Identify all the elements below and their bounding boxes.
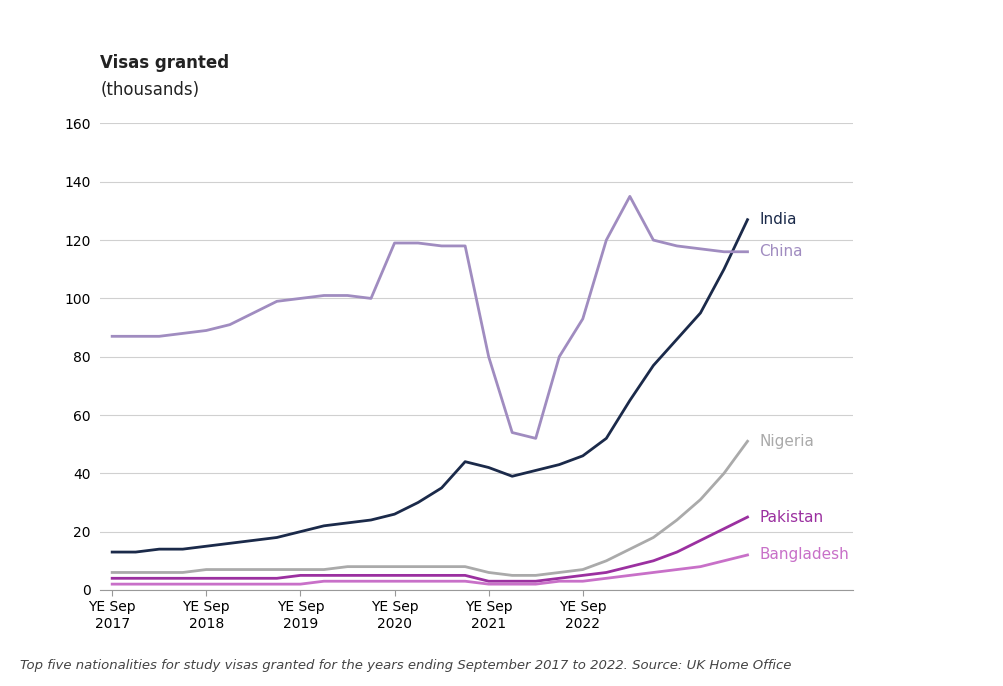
- Text: (thousands): (thousands): [100, 82, 200, 99]
- Text: Visas granted: Visas granted: [100, 54, 230, 72]
- Text: India: India: [758, 212, 796, 227]
- Text: Nigeria: Nigeria: [758, 434, 813, 449]
- Text: China: China: [758, 244, 802, 259]
- Text: Top five nationalities for study visas granted for the years ending September 20: Top five nationalities for study visas g…: [20, 659, 790, 672]
- Text: Pakistan: Pakistan: [758, 510, 822, 525]
- Text: Bangladesh: Bangladesh: [758, 547, 849, 563]
